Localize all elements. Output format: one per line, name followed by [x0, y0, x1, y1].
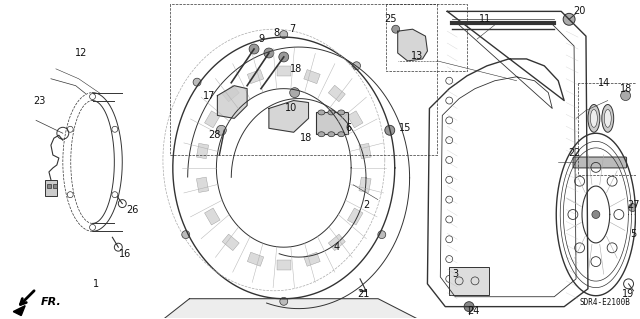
Circle shape: [249, 44, 259, 54]
Circle shape: [280, 31, 288, 39]
FancyBboxPatch shape: [277, 260, 291, 270]
Circle shape: [264, 48, 274, 58]
Circle shape: [392, 25, 400, 33]
Text: 3: 3: [452, 269, 458, 279]
FancyBboxPatch shape: [359, 143, 371, 159]
Ellipse shape: [588, 105, 600, 132]
FancyBboxPatch shape: [449, 267, 489, 295]
Text: 14: 14: [598, 78, 610, 88]
FancyBboxPatch shape: [316, 112, 348, 134]
FancyBboxPatch shape: [196, 143, 209, 159]
Ellipse shape: [591, 109, 597, 127]
Text: 4: 4: [333, 242, 339, 252]
Text: 6: 6: [345, 123, 351, 133]
Circle shape: [216, 125, 227, 135]
Polygon shape: [218, 86, 247, 118]
Circle shape: [621, 91, 630, 100]
Ellipse shape: [602, 105, 614, 132]
Polygon shape: [162, 299, 420, 319]
Circle shape: [193, 78, 201, 86]
Ellipse shape: [328, 110, 335, 115]
FancyBboxPatch shape: [348, 208, 363, 225]
Text: 10: 10: [285, 103, 297, 114]
FancyBboxPatch shape: [196, 177, 209, 192]
Text: 25: 25: [385, 14, 397, 24]
FancyBboxPatch shape: [359, 177, 371, 192]
Ellipse shape: [338, 132, 345, 137]
Polygon shape: [269, 100, 308, 132]
Text: 11: 11: [479, 14, 491, 24]
Circle shape: [353, 62, 360, 70]
FancyBboxPatch shape: [328, 85, 346, 102]
Circle shape: [280, 297, 288, 305]
Text: 9: 9: [258, 34, 264, 44]
FancyBboxPatch shape: [47, 184, 51, 188]
Text: FR.: FR.: [41, 297, 62, 307]
Text: 18: 18: [289, 64, 302, 74]
Text: 19: 19: [623, 289, 635, 299]
Text: 22: 22: [568, 148, 580, 158]
Text: 7: 7: [289, 24, 296, 34]
Text: 2: 2: [363, 200, 369, 210]
Circle shape: [279, 52, 289, 62]
Text: 27: 27: [627, 200, 640, 210]
FancyBboxPatch shape: [348, 111, 363, 128]
Text: 18: 18: [620, 84, 632, 94]
Polygon shape: [397, 29, 428, 61]
FancyBboxPatch shape: [247, 252, 264, 266]
FancyBboxPatch shape: [53, 184, 57, 188]
FancyBboxPatch shape: [277, 66, 291, 76]
FancyBboxPatch shape: [222, 85, 239, 102]
FancyBboxPatch shape: [247, 70, 264, 84]
Text: 17: 17: [204, 91, 216, 100]
Text: 20: 20: [573, 6, 585, 16]
FancyBboxPatch shape: [573, 157, 627, 168]
Text: SDR4-E2100B: SDR4-E2100B: [580, 298, 630, 307]
Circle shape: [385, 125, 395, 135]
FancyBboxPatch shape: [304, 252, 320, 266]
FancyBboxPatch shape: [45, 180, 57, 196]
Text: 16: 16: [119, 249, 131, 259]
Circle shape: [592, 211, 600, 219]
Text: 18: 18: [300, 133, 313, 143]
Ellipse shape: [328, 132, 335, 137]
FancyBboxPatch shape: [205, 111, 220, 128]
Ellipse shape: [318, 110, 325, 115]
Circle shape: [182, 231, 189, 239]
Text: 8: 8: [274, 28, 280, 38]
Text: 21: 21: [357, 289, 369, 299]
Ellipse shape: [338, 110, 345, 115]
Text: 28: 28: [208, 130, 221, 140]
Text: 23: 23: [33, 96, 45, 106]
Text: 15: 15: [399, 123, 412, 133]
FancyBboxPatch shape: [304, 70, 320, 84]
Circle shape: [290, 88, 300, 98]
Text: 13: 13: [412, 51, 424, 61]
Polygon shape: [13, 306, 25, 315]
Circle shape: [628, 204, 637, 211]
FancyBboxPatch shape: [222, 234, 239, 251]
Circle shape: [563, 13, 575, 25]
Ellipse shape: [604, 109, 611, 127]
Circle shape: [464, 302, 474, 312]
Text: 24: 24: [467, 306, 479, 315]
Text: 26: 26: [126, 204, 138, 215]
Text: 1: 1: [93, 279, 100, 289]
Text: 12: 12: [74, 48, 87, 58]
FancyBboxPatch shape: [205, 208, 220, 225]
Ellipse shape: [318, 132, 325, 137]
Circle shape: [378, 231, 386, 239]
FancyBboxPatch shape: [328, 234, 346, 251]
Text: 5: 5: [630, 229, 637, 239]
